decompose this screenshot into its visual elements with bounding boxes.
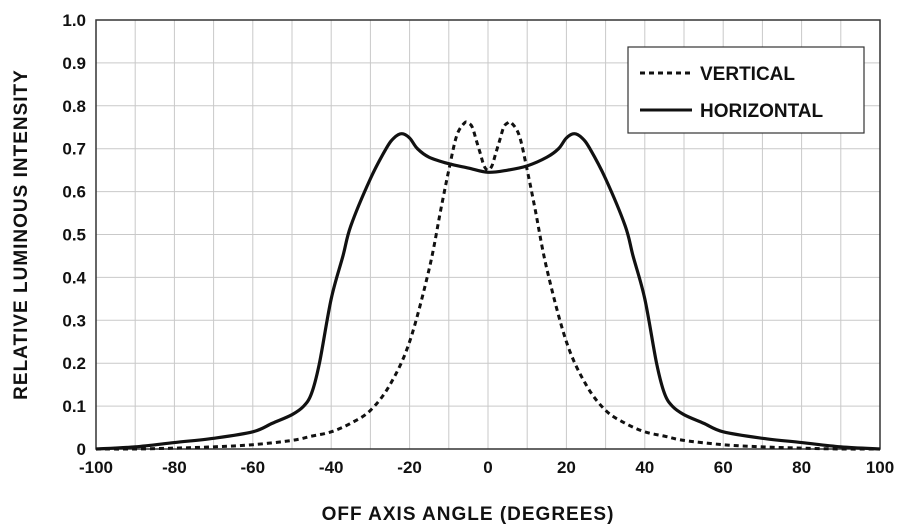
y-tick-label: 0.8 [62,97,86,116]
ticks-layer: -100 -80 -60 -40 -20 0 20 40 60 80 100 0 0.1 0.2 0.3 0.… [62,11,894,477]
series-line-vertical [95,120,881,451]
x-tick-label: 60 [714,458,733,477]
x-axis-label: OFF AXIS ANGLE (DEGREES) [322,504,615,525]
x-tick-label: -100 [79,458,113,477]
legend-label-horizontal: HORIZONTAL [700,101,824,122]
legend-label-vertical: VERTICAL [700,64,795,85]
series-line-horizontal [95,132,881,451]
x-tick-label: -40 [319,458,344,477]
x-tick-label: 20 [557,458,576,477]
y-axis-label: RELATIVE LUMINOUS INTENSITY [11,69,32,400]
legend-box [627,46,865,134]
x-tick-label: 0 [483,458,492,477]
y-tick-label: 0.7 [62,140,86,159]
plot-frame [95,19,881,450]
y-tick-label: 0.6 [62,183,86,202]
x-tick-label: -20 [397,458,422,477]
y-tick-label: 0.4 [62,268,86,287]
y-tick-label: 0.5 [62,226,86,245]
x-tick-label: -80 [162,458,187,477]
y-tick-label: 0.1 [62,397,86,416]
legend: VERTICAL HORIZONTAL [627,46,865,134]
x-tick-label: 40 [635,458,654,477]
y-tick-label: 0.9 [62,54,86,73]
x-tick-label: 100 [866,458,894,477]
y-tick-label: 0.2 [62,354,86,373]
y-tick-label: 1.0 [62,11,86,30]
x-tick-label: 80 [792,458,811,477]
x-tick-label: -60 [241,458,266,477]
y-tick-label: 0.3 [62,311,86,330]
y-tick-label: 0 [77,440,86,459]
series-layer [95,120,881,451]
